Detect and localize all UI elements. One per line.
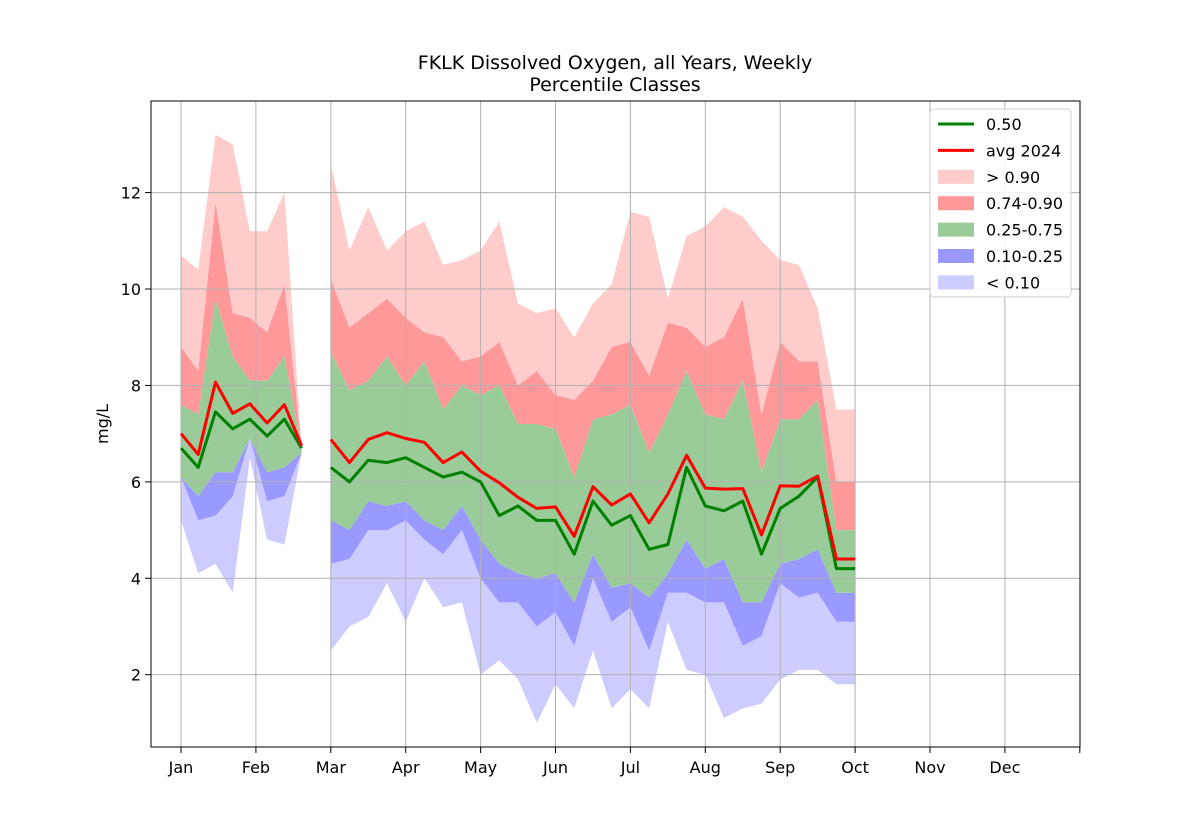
legend-entry-74-90-swatch [938, 196, 974, 211]
y-axis-label: mg/L [93, 404, 112, 444]
x-tick-label: Oct [841, 758, 869, 777]
x-tick-label: Nov [914, 758, 945, 777]
x-tick-label: Jun [542, 758, 568, 777]
x-tick-label: May [464, 758, 497, 777]
chart-title: FKLK Dissolved Oxygen, all Years, Weekly [418, 52, 812, 74]
band-lt-10-segment-1 [181, 438, 302, 593]
band-25-75-segment-1 [181, 298, 302, 497]
median-line-segment-1 [179, 410, 303, 469]
series-lines [179, 380, 856, 571]
y-tick-label: 2 [131, 666, 141, 685]
band-gt-90-segment-1 [181, 134, 302, 449]
y-tick-label: 8 [131, 376, 141, 395]
median-line-segment-2 [329, 456, 856, 571]
legend-entry-lt-10-label: < 0.10 [986, 273, 1040, 292]
x-tick-label: Mar [316, 758, 347, 777]
x-tick-label: Feb [242, 758, 270, 777]
band-10-25-segment-1 [181, 438, 302, 521]
avg-2024-line-segment-1 [179, 380, 303, 456]
legend-entry-74-90-label: 0.74-0.90 [986, 194, 1063, 213]
x-tick-label: Jan [168, 758, 194, 777]
y-axis: 2 4 6 8 10 12 [121, 184, 151, 685]
band-gt-90-segment-2 [330, 163, 856, 482]
legend-entry-median-label: 0.50 [986, 115, 1022, 134]
legend-entry-25-75-label: 0.25-0.75 [986, 221, 1063, 240]
x-tick-label: Sep [765, 758, 795, 777]
band-25-75-segment-2 [330, 351, 856, 603]
chart-subtitle: Percentile Classes [529, 74, 700, 96]
y-tick-label: 12 [121, 184, 141, 203]
legend-entry-25-75-swatch [938, 222, 974, 237]
legend-entry-gt-90-swatch [938, 169, 974, 184]
plot-frame [150, 100, 1081, 748]
legend-entry-lt-10-swatch [938, 275, 974, 290]
x-tick-label: Jul [620, 758, 640, 777]
x-tick-label: Apr [392, 758, 420, 777]
legend-entry-10-25-label: 0.10-0.25 [986, 247, 1063, 266]
legend-entry-avg-2024-label: avg 2024 [986, 141, 1061, 160]
x-tick-label: Dec [989, 758, 1020, 777]
band-74-90-segment-1 [181, 202, 302, 449]
percentile-bands [181, 134, 856, 723]
y-tick-label: 4 [131, 569, 141, 588]
y-tick-label: 6 [131, 473, 141, 492]
x-axis: Jan Feb Mar Apr May Jun Jul Aug Sep Oct Nov Dec [168, 747, 1081, 777]
y-tick-label: 10 [121, 280, 141, 299]
band-10-25-segment-2 [330, 501, 856, 651]
band-74-90-segment-2 [330, 279, 856, 531]
legend-entry-10-25-swatch [938, 249, 974, 263]
avg-2024-line-segment-2 [329, 431, 856, 561]
band-lt-10-segment-2 [330, 520, 856, 723]
legend: 0.50 avg 2024 > 0.90 0.74-0.90 0.25-0.75 0.10… [929, 108, 1072, 298]
x-tick-label: Aug [690, 758, 721, 777]
legend-entry-gt-90-label: > 0.90 [986, 168, 1040, 187]
